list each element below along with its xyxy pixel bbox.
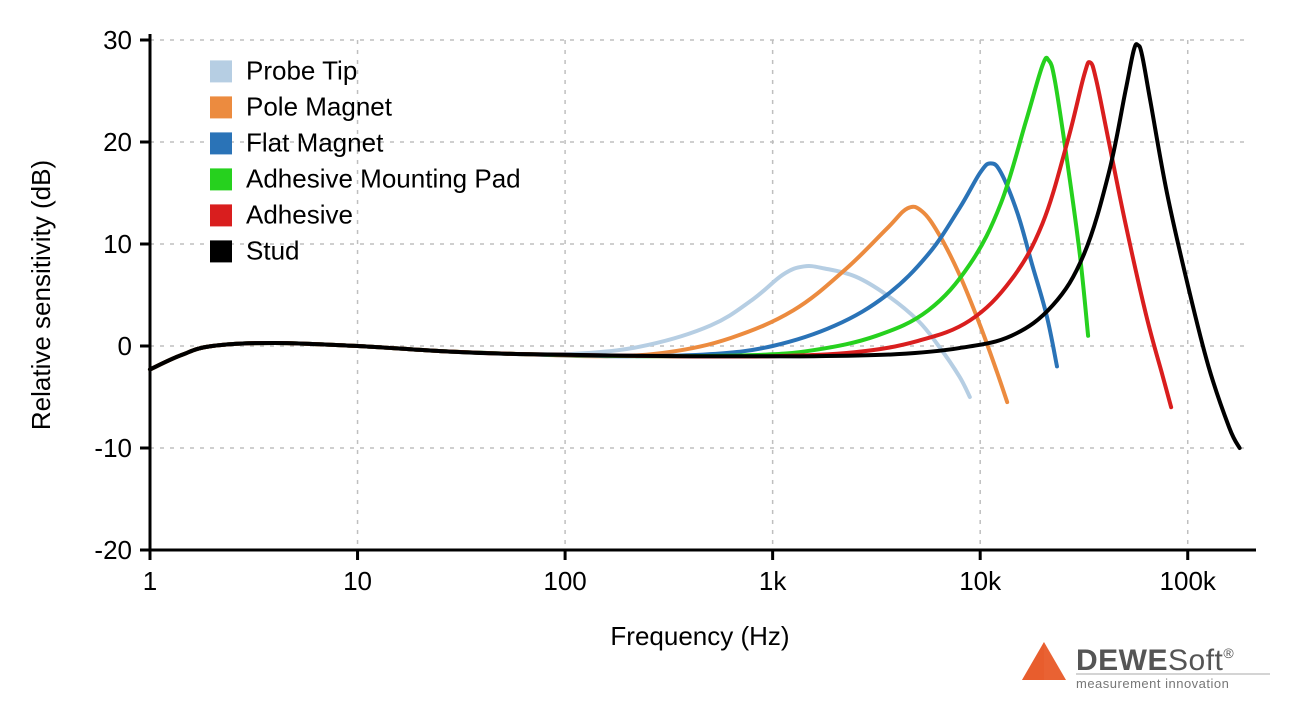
- chart-svg: -20 -10 0 10 20 30 1 10 100 1k 10k 100k Relative sen…: [0, 0, 1296, 705]
- x-tick-label: 1k: [759, 566, 787, 596]
- x-tick-label: 1: [143, 566, 157, 596]
- x-axis-label: Frequency (Hz): [610, 621, 789, 651]
- series-probe-tip: [150, 266, 970, 397]
- x-tick-label: 10: [343, 566, 372, 596]
- x-tick-label: 100: [543, 566, 586, 596]
- brand-logo: DEWESoft®measurement innovation: [1022, 642, 1270, 691]
- logo-tagline: measurement innovation: [1076, 676, 1229, 691]
- legend-label: Pole Magnet: [246, 91, 393, 121]
- x-tick-label: 10k: [959, 566, 1002, 596]
- logo-text: DEWESoft®: [1076, 644, 1234, 677]
- legend-swatch: [210, 132, 232, 154]
- legend-swatch: [210, 240, 232, 262]
- y-tick-label: 10: [103, 229, 132, 259]
- legend-label: Flat Magnet: [246, 127, 384, 157]
- legend-label: Adhesive: [246, 199, 353, 229]
- y-tick-label: -10: [94, 433, 132, 463]
- legend-label: Stud: [246, 235, 300, 265]
- y-tick-label: -20: [94, 535, 132, 565]
- y-axis-label: Relative sensitivity (dB): [26, 160, 56, 430]
- x-tick-label: 100k: [1160, 566, 1217, 596]
- logo-triangle-shade-icon: [1022, 642, 1044, 680]
- legend-swatch: [210, 60, 232, 82]
- y-tick-label: 30: [103, 25, 132, 55]
- legend-swatch: [210, 204, 232, 226]
- y-tick-label: 0: [118, 331, 132, 361]
- legend-swatch: [210, 96, 232, 118]
- legend: Probe Tip Pole Magnet Flat Magnet Adhesive …: [210, 55, 521, 265]
- legend-label: Adhesive Mounting Pad: [246, 163, 521, 193]
- chart-container: -20 -10 0 10 20 30 1 10 100 1k 10k 100k Relative sen…: [0, 0, 1296, 705]
- y-tick-label: 20: [103, 127, 132, 157]
- legend-swatch: [210, 168, 232, 190]
- legend-label: Probe Tip: [246, 55, 357, 85]
